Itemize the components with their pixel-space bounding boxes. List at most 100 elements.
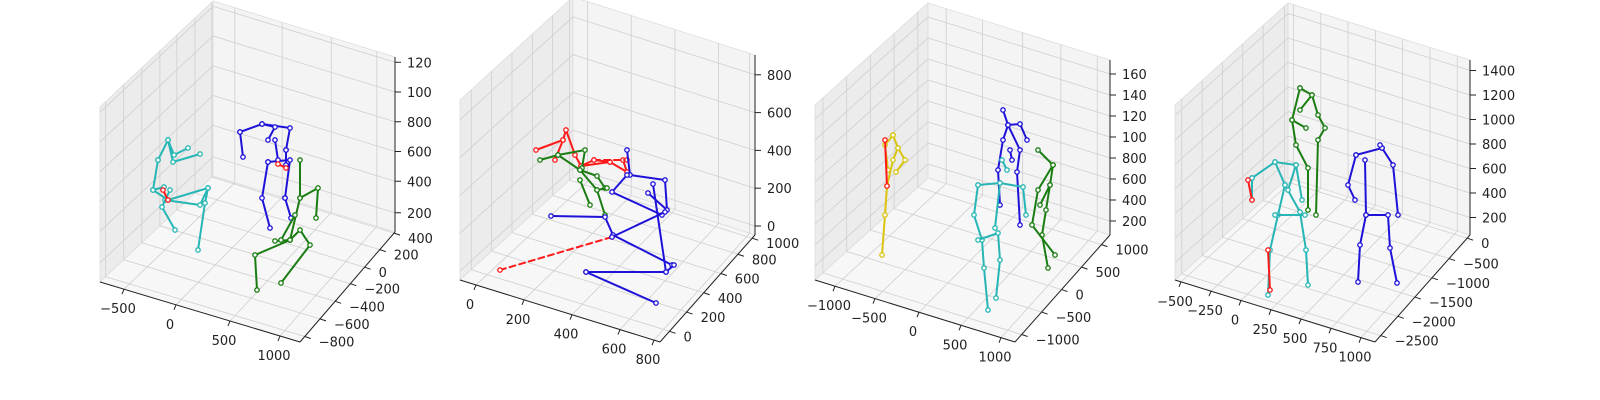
grid-line-z bbox=[1174, 160, 1471, 263]
skeleton-joint bbox=[1355, 279, 1361, 285]
grid-line-z bbox=[99, 65, 396, 173]
y-tick-mark bbox=[1380, 335, 1387, 339]
y-tick-mark bbox=[364, 266, 371, 270]
skeleton-joint bbox=[594, 173, 600, 179]
skeleton-green-bone bbox=[579, 179, 591, 206]
skeleton-joint bbox=[604, 185, 610, 191]
skeleton-joint bbox=[313, 215, 319, 221]
skeleton-joint bbox=[985, 307, 991, 313]
skeleton-joint bbox=[971, 212, 977, 218]
y-tick-mark bbox=[686, 311, 693, 315]
x-tick-label: 500 bbox=[943, 338, 968, 353]
grid-line-y bbox=[917, 186, 1102, 246]
skeleton-joint bbox=[272, 137, 278, 143]
y-tick-mark bbox=[1061, 289, 1068, 293]
skeleton-blue-bone bbox=[652, 183, 667, 273]
skeleton-joint bbox=[1007, 147, 1013, 153]
y-tick-mark bbox=[1041, 311, 1048, 315]
z-tick-label: 600 bbox=[407, 146, 432, 161]
skeleton-joint bbox=[645, 190, 651, 196]
grid-line-x bbox=[834, 183, 947, 287]
z-tick-label: 400 bbox=[1122, 194, 1147, 209]
skeleton-joint bbox=[1313, 212, 1319, 218]
skeleton-joint bbox=[884, 183, 890, 189]
y-tick-label: −200 bbox=[364, 283, 400, 298]
skeleton-joint bbox=[1020, 184, 1026, 190]
skeleton-joint bbox=[583, 269, 589, 275]
y-tick-mark bbox=[737, 253, 745, 257]
skeleton-joint bbox=[283, 165, 289, 171]
y-tick-mark bbox=[334, 300, 342, 304]
skeleton-joint bbox=[272, 124, 278, 130]
skeleton-red-dashed-bone bbox=[499, 236, 613, 271]
y-tick-mark bbox=[319, 318, 327, 322]
y-tick-mark bbox=[669, 330, 676, 334]
z-tick-label: 160 bbox=[1122, 68, 1147, 83]
skeleton-joint bbox=[1024, 137, 1030, 143]
skeleton-joint bbox=[879, 252, 885, 258]
skeleton-joint bbox=[662, 177, 668, 183]
grid-line-z bbox=[99, 5, 396, 113]
y-tick-label: −1000 bbox=[1036, 334, 1080, 349]
skeleton-joint bbox=[1289, 117, 1295, 123]
y-tick-mark bbox=[751, 237, 759, 241]
skeleton-joint bbox=[650, 181, 656, 187]
skeleton-green-bone bbox=[1039, 184, 1051, 206]
skeleton-blue-bone bbox=[1357, 159, 1368, 283]
skeleton-blue-bone bbox=[274, 139, 279, 161]
x-tick-mark bbox=[1298, 318, 1302, 325]
x-tick-mark bbox=[651, 339, 655, 346]
grid-line-y bbox=[194, 192, 380, 250]
z-tick-label: 200 bbox=[767, 182, 792, 197]
skeleton-joint bbox=[1249, 197, 1255, 203]
skeleton-joint bbox=[895, 145, 901, 151]
y-tick-label: 0 bbox=[379, 266, 387, 281]
skeleton-red-bone bbox=[1267, 249, 1271, 291]
skeleton-joint bbox=[1315, 137, 1321, 143]
chart-panel-4: −500−25002505007501000−2500−2000−1500−10… bbox=[1157, 2, 1515, 366]
skeleton-green-bone bbox=[1030, 164, 1056, 256]
z-tick-label: 800 bbox=[1482, 138, 1507, 153]
y-tick-label: −500 bbox=[1463, 258, 1499, 273]
skeleton-joint bbox=[282, 195, 288, 201]
skeleton-joint bbox=[1309, 92, 1315, 98]
skeleton-joint bbox=[1272, 212, 1278, 218]
x-tick-label: 1000 bbox=[257, 349, 290, 364]
skeleton-blue-bone bbox=[585, 271, 657, 304]
skeleton-cyan-bone bbox=[977, 231, 1002, 299]
skeleton-joint bbox=[609, 189, 615, 195]
y-tick-label: 0 bbox=[1076, 289, 1084, 304]
skeleton-joint bbox=[265, 159, 271, 165]
z-tick-label: 120 bbox=[1122, 110, 1147, 125]
skeleton-joint bbox=[995, 230, 1001, 236]
skeleton-joint bbox=[1037, 202, 1043, 208]
skeleton-cyan-bone bbox=[1251, 160, 1303, 201]
x-tick-label: 0 bbox=[466, 298, 474, 313]
skeleton-joint bbox=[893, 169, 899, 175]
skeleton-green-bone bbox=[280, 214, 296, 241]
z-tick-label: 1000 bbox=[1482, 114, 1515, 129]
y-tick-mark bbox=[1081, 266, 1088, 270]
grid-line-y bbox=[822, 272, 1022, 335]
y-tick-label: −800 bbox=[319, 336, 355, 351]
y-tick-label: 0 bbox=[684, 330, 692, 345]
skeleton-joint bbox=[992, 225, 998, 231]
grid-line-z bbox=[814, 100, 1111, 204]
grid-line-x bbox=[1270, 205, 1376, 311]
skeleton-blue-bone bbox=[1002, 109, 1028, 141]
skeleton-joint bbox=[1029, 222, 1035, 228]
x-tick-label: 0 bbox=[909, 325, 917, 340]
skeleton-joint bbox=[560, 137, 566, 143]
skeleton-joint bbox=[1322, 125, 1328, 131]
grid-line-y bbox=[846, 251, 1042, 313]
y-tick-label: 200 bbox=[394, 249, 419, 264]
skeleton-joint bbox=[165, 197, 171, 203]
x-tick-mark bbox=[521, 299, 525, 306]
x-tick-mark bbox=[121, 289, 125, 295]
skeleton-joint bbox=[165, 137, 171, 143]
x-tick-label: 250 bbox=[1253, 323, 1278, 338]
x-tick-label: 800 bbox=[636, 353, 661, 368]
y-axis-line bbox=[659, 234, 756, 343]
skeleton-joint bbox=[975, 182, 981, 188]
skeleton-joint bbox=[1293, 142, 1299, 148]
